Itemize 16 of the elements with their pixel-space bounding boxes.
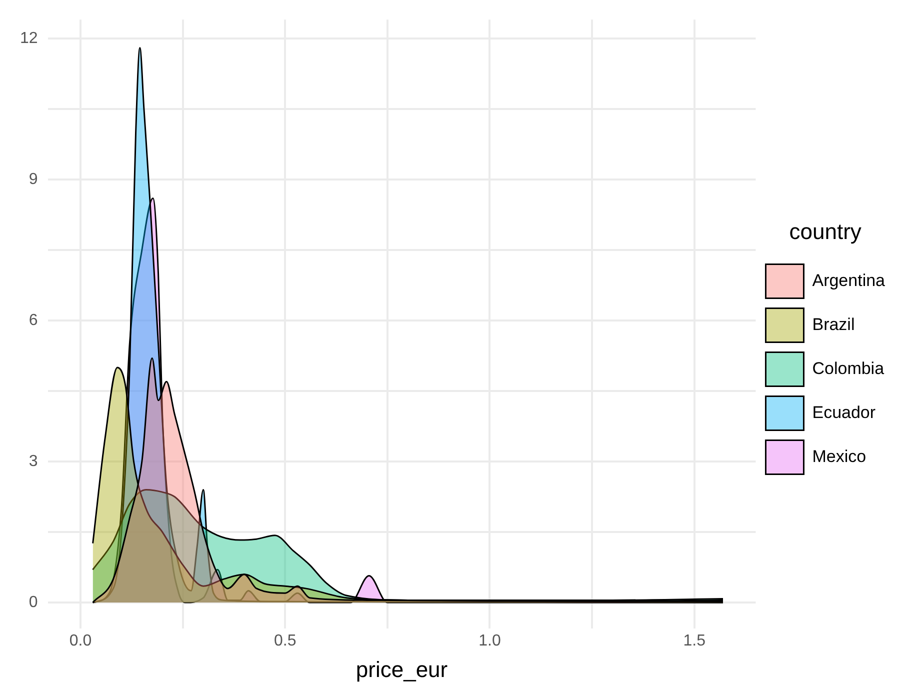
y-tick-label: 9 xyxy=(28,170,38,188)
x-tick-label: 1.5 xyxy=(683,632,706,650)
y-tick-label: 6 xyxy=(28,312,38,329)
legend-title: country xyxy=(789,218,862,244)
y-tick-label: 0 xyxy=(28,594,38,611)
legend-label: Brazil xyxy=(812,314,855,334)
x-axis-title: price_eur xyxy=(356,656,448,682)
x-tick-label: 1.0 xyxy=(478,632,501,650)
x-tick-label: 0.0 xyxy=(69,632,92,650)
x-tick-label: 0.5 xyxy=(274,632,296,650)
legend-label: Argentina xyxy=(812,270,886,290)
legend-label: Colombia xyxy=(812,358,885,378)
legend-label: Ecuador xyxy=(812,402,876,422)
y-tick-label: 12 xyxy=(20,30,38,47)
y-tick-label: 3 xyxy=(28,452,38,470)
legend-label: Mexico xyxy=(812,446,866,466)
